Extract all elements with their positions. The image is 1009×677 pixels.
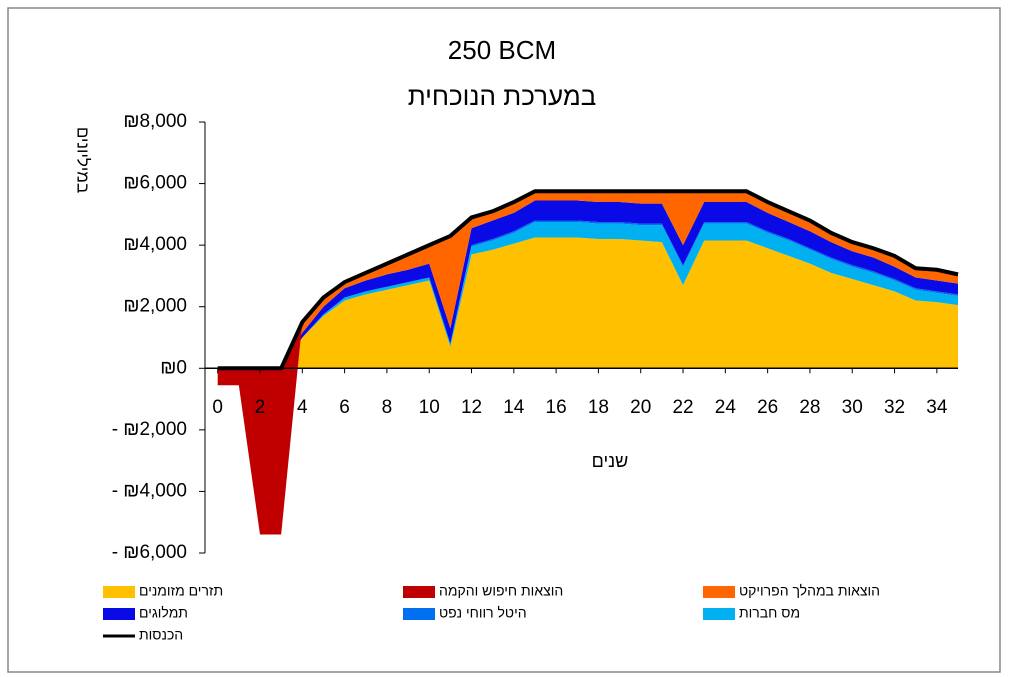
legend-swatch bbox=[403, 586, 435, 598]
legend-swatch bbox=[103, 586, 135, 598]
x-tick-label: 2 bbox=[255, 397, 266, 418]
chart-title: 250 BCM bbox=[448, 35, 556, 65]
y-axis-label: במיליונים bbox=[74, 127, 93, 193]
legend-swatch bbox=[703, 608, 735, 620]
x-axis-label: שנים bbox=[592, 451, 629, 471]
y-tick-label: ₪6,000 bbox=[123, 173, 187, 194]
y-tick-label: ₪4,000 bbox=[123, 234, 187, 255]
y-tick-label: - ₪2,000 bbox=[112, 419, 187, 440]
x-tick-label: 8 bbox=[382, 397, 393, 418]
legend-label: הוצאות חיפוש והקמה bbox=[439, 583, 563, 599]
x-tick-label: 16 bbox=[546, 397, 567, 418]
y-tick-label: ₪0 bbox=[160, 357, 187, 378]
legend-swatch bbox=[403, 608, 435, 620]
x-tick-label: 0 bbox=[212, 397, 223, 418]
x-tick-label: 12 bbox=[461, 397, 482, 418]
legend-label: תזרים מזומנים bbox=[139, 583, 223, 599]
legend-label: הכנסות bbox=[139, 627, 183, 643]
area bbox=[217, 237, 958, 369]
x-tick-label: 30 bbox=[842, 397, 863, 418]
x-tick-label: 22 bbox=[672, 397, 693, 418]
y-tick-label: - ₪6,000 bbox=[112, 542, 187, 563]
chart-subtitle: במערכת הנוכחית bbox=[408, 81, 597, 111]
x-tick-label: 20 bbox=[630, 397, 651, 418]
legend-label: היטל רווחי נפט bbox=[439, 605, 527, 621]
revenue-line bbox=[217, 189, 959, 371]
legend-label: תמלוגים bbox=[139, 605, 188, 621]
x-tick-label: 6 bbox=[339, 397, 350, 418]
x-tick-label: 32 bbox=[884, 397, 905, 418]
legend-label: מס חברות bbox=[739, 605, 800, 621]
legend-swatch bbox=[103, 608, 135, 620]
x-tick-label: 28 bbox=[799, 397, 820, 418]
legend-swatch bbox=[703, 586, 735, 598]
x-tick-label: 14 bbox=[503, 397, 525, 418]
x-tick-label: 18 bbox=[588, 397, 609, 418]
x-tick-label: 26 bbox=[757, 397, 778, 418]
y-tick-label: ₪8,000 bbox=[123, 111, 187, 132]
legend-label: הוצאות במהלך הפרויקט bbox=[739, 583, 880, 599]
x-tick-label: 34 bbox=[926, 397, 948, 418]
x-tick-label: 24 bbox=[715, 397, 737, 418]
y-tick-label: - ₪4,000 bbox=[112, 480, 187, 501]
x-tick-label: 4 bbox=[297, 397, 308, 418]
x-tick-label: 10 bbox=[419, 397, 440, 418]
y-tick-label: ₪2,000 bbox=[123, 296, 187, 317]
